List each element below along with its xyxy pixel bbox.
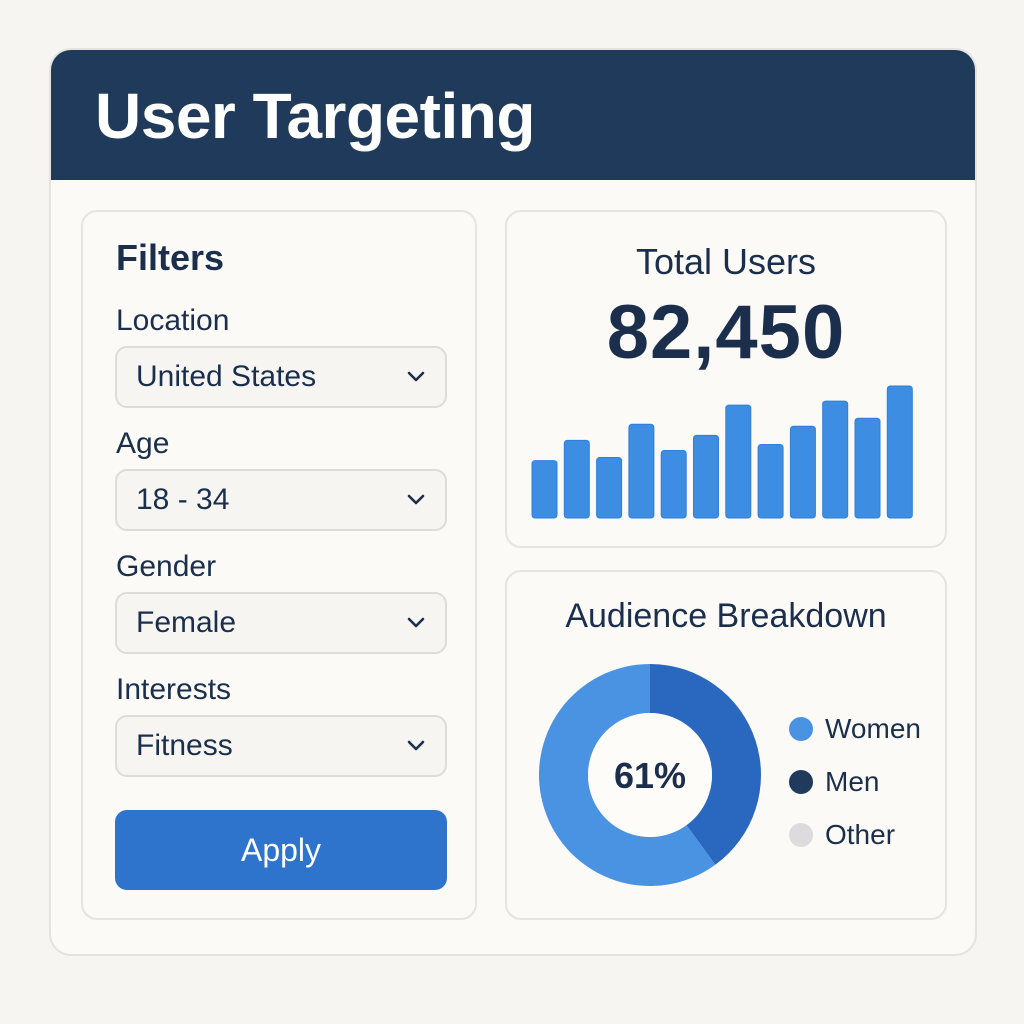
donut-center-label: 61% bbox=[614, 755, 686, 796]
bar-6 bbox=[693, 434, 719, 519]
total-users-value: 82,450 bbox=[606, 290, 846, 375]
location-select[interactable]: United States bbox=[115, 346, 447, 408]
chevron-down-icon bbox=[407, 371, 425, 382]
audience-breakdown-card: Audience Breakdown 61% Women Men Other bbox=[505, 570, 947, 920]
apply-button[interactable]: Apply bbox=[115, 810, 447, 890]
header-bar: User Targeting bbox=[51, 50, 975, 180]
interests-select[interactable]: Fitness bbox=[115, 715, 447, 777]
location-value: United States bbox=[136, 360, 317, 393]
legend-item-men: Men bbox=[789, 755, 921, 808]
filters-panel: Filters Location United States Age 18 - … bbox=[81, 210, 477, 920]
donut-slice-men bbox=[650, 664, 761, 865]
legend-label-women: Women bbox=[825, 712, 921, 744]
legend-label-men: Men bbox=[825, 765, 880, 797]
bar-8 bbox=[757, 443, 784, 519]
gender-label: Gender bbox=[116, 550, 217, 583]
bar-4 bbox=[628, 423, 655, 519]
bar-7 bbox=[725, 404, 752, 519]
location-label: Location bbox=[116, 304, 230, 337]
chevron-down-icon bbox=[407, 617, 425, 628]
bar-11 bbox=[854, 417, 881, 519]
chevron-down-icon bbox=[407, 740, 425, 751]
total-users-title: Total Users bbox=[635, 241, 817, 282]
donut-slice-women bbox=[539, 664, 716, 886]
chevron-down-icon bbox=[407, 494, 425, 505]
gender-select[interactable]: Female bbox=[115, 592, 447, 654]
other-swatch bbox=[789, 822, 813, 847]
bar-2 bbox=[563, 439, 590, 519]
bar-5 bbox=[660, 449, 687, 519]
gender-value: Female bbox=[136, 606, 237, 639]
age-label: Age bbox=[116, 427, 170, 460]
bar-10 bbox=[822, 400, 849, 519]
app-window: User Targeting Filters Location United S… bbox=[49, 48, 977, 956]
page-title: User Targeting bbox=[95, 80, 535, 152]
legend-label-other: Other bbox=[825, 818, 896, 850]
bar-9 bbox=[789, 425, 816, 519]
audience-donut-chart: 61% bbox=[539, 664, 761, 886]
age-select[interactable]: 18 - 34 bbox=[115, 469, 447, 531]
women-swatch bbox=[789, 716, 813, 741]
legend-item-other: Other bbox=[789, 808, 921, 861]
total-users-card: Total Users 82,450 bbox=[505, 210, 947, 548]
users-bar-chart bbox=[531, 385, 913, 519]
audience-title: Audience Breakdown bbox=[565, 597, 887, 635]
interests-label: Interests bbox=[116, 673, 232, 706]
age-value: 18 - 34 bbox=[136, 483, 230, 516]
men-swatch bbox=[789, 769, 813, 794]
filters-title: Filters bbox=[116, 237, 225, 278]
interests-value: Fitness bbox=[136, 729, 233, 762]
audience-legend: Women Men Other bbox=[789, 702, 921, 861]
donut-hole bbox=[588, 713, 712, 837]
bar-1 bbox=[531, 460, 558, 519]
bar-3 bbox=[596, 457, 623, 519]
legend-item-women: Women bbox=[789, 702, 921, 755]
bar-12 bbox=[886, 385, 913, 519]
